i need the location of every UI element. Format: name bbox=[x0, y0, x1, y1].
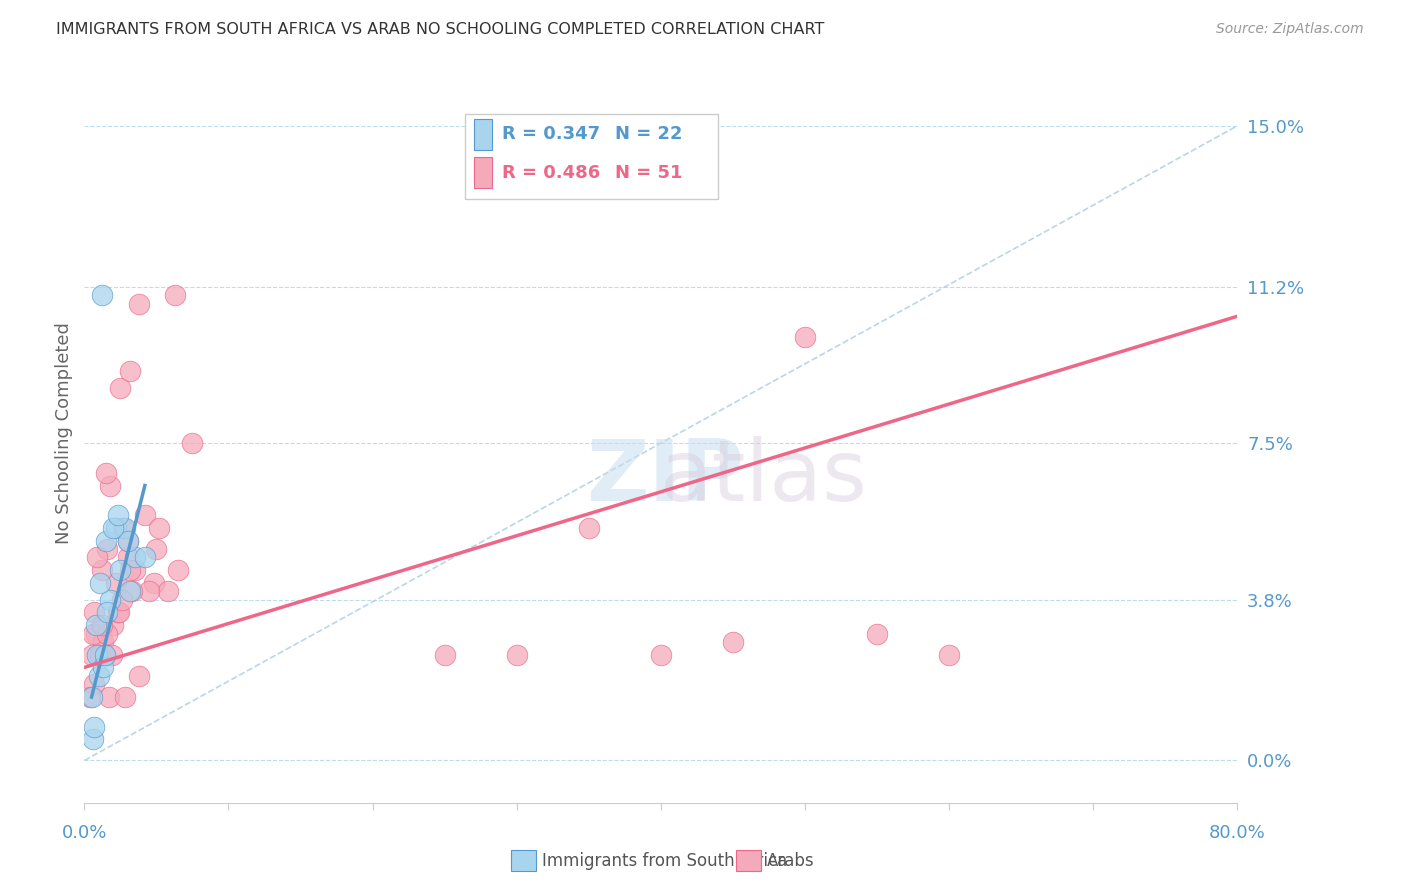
Text: N = 22: N = 22 bbox=[614, 126, 682, 144]
Point bbox=[121, 584, 143, 599]
Point bbox=[110, 381, 132, 395]
Point bbox=[114, 521, 136, 535]
Point bbox=[117, 533, 139, 548]
Point bbox=[120, 584, 142, 599]
Point bbox=[117, 533, 139, 548]
Point bbox=[80, 648, 103, 662]
Point bbox=[96, 541, 118, 556]
Bar bbox=[465, 114, 718, 200]
Point bbox=[138, 584, 160, 599]
Point bbox=[124, 550, 146, 565]
Text: N = 51: N = 51 bbox=[614, 164, 682, 182]
Point bbox=[82, 732, 104, 747]
Point bbox=[433, 648, 456, 662]
Point bbox=[97, 690, 120, 704]
Point bbox=[145, 541, 167, 556]
Point bbox=[103, 618, 124, 632]
Point bbox=[96, 606, 118, 620]
Text: ZIP: ZIP bbox=[586, 435, 744, 518]
Point bbox=[938, 648, 960, 662]
Point bbox=[650, 648, 672, 662]
Point bbox=[94, 466, 117, 480]
Point bbox=[84, 626, 107, 640]
Point bbox=[128, 296, 150, 310]
Point bbox=[578, 521, 600, 535]
Point bbox=[120, 563, 142, 577]
Point bbox=[83, 606, 105, 620]
Point bbox=[142, 575, 165, 590]
Point bbox=[93, 648, 115, 662]
Point bbox=[112, 521, 135, 535]
Point bbox=[107, 508, 129, 522]
Point bbox=[117, 550, 139, 565]
Point bbox=[90, 288, 112, 302]
Point bbox=[90, 563, 112, 577]
Point bbox=[89, 648, 111, 662]
Point bbox=[105, 521, 128, 535]
Point bbox=[91, 635, 114, 649]
Point bbox=[108, 606, 131, 620]
Point bbox=[82, 626, 104, 640]
Point bbox=[165, 288, 187, 302]
Point bbox=[79, 690, 101, 704]
Point bbox=[114, 690, 136, 704]
Point bbox=[794, 330, 817, 344]
Point bbox=[156, 584, 179, 599]
Point bbox=[103, 521, 124, 535]
Point bbox=[100, 648, 122, 662]
Point bbox=[105, 575, 128, 590]
Y-axis label: No Schooling Completed: No Schooling Completed bbox=[55, 322, 73, 543]
Text: Immigrants from South Africa: Immigrants from South Africa bbox=[543, 852, 787, 870]
Text: IMMIGRANTS FROM SOUTH AFRICA VS ARAB NO SCHOOLING COMPLETED CORRELATION CHART: IMMIGRANTS FROM SOUTH AFRICA VS ARAB NO … bbox=[56, 22, 824, 37]
Point bbox=[93, 648, 115, 662]
Point bbox=[721, 635, 744, 649]
Point bbox=[84, 618, 107, 632]
Point bbox=[83, 677, 105, 691]
Point bbox=[134, 550, 156, 565]
Text: Arabs: Arabs bbox=[766, 852, 814, 870]
Bar bbox=[474, 157, 492, 188]
Point bbox=[120, 364, 142, 378]
Point bbox=[111, 592, 134, 607]
Point bbox=[86, 648, 108, 662]
Bar bbox=[735, 850, 761, 871]
Point bbox=[87, 669, 110, 683]
Text: 0.0%: 0.0% bbox=[62, 824, 107, 842]
Point bbox=[94, 533, 117, 548]
Point bbox=[128, 669, 150, 683]
Point bbox=[866, 626, 889, 640]
Point bbox=[89, 575, 111, 590]
Text: R = 0.347: R = 0.347 bbox=[502, 126, 600, 144]
Point bbox=[181, 436, 204, 450]
Point bbox=[134, 508, 156, 522]
Point bbox=[124, 563, 146, 577]
Text: 80.0%: 80.0% bbox=[1209, 824, 1265, 842]
Point bbox=[86, 550, 108, 565]
Point bbox=[107, 606, 129, 620]
Text: R = 0.486: R = 0.486 bbox=[502, 164, 600, 182]
Point bbox=[80, 690, 103, 704]
Point bbox=[110, 563, 132, 577]
Text: Source: ZipAtlas.com: Source: ZipAtlas.com bbox=[1216, 22, 1364, 37]
Bar bbox=[510, 850, 536, 871]
Point bbox=[167, 563, 190, 577]
Bar bbox=[474, 119, 492, 150]
Point bbox=[506, 648, 529, 662]
Text: atlas: atlas bbox=[659, 435, 868, 518]
Point bbox=[98, 592, 121, 607]
Point bbox=[96, 626, 118, 640]
Point bbox=[90, 618, 112, 632]
Point bbox=[83, 720, 105, 734]
Point bbox=[148, 521, 170, 535]
Point bbox=[91, 660, 114, 674]
Point bbox=[98, 478, 121, 492]
